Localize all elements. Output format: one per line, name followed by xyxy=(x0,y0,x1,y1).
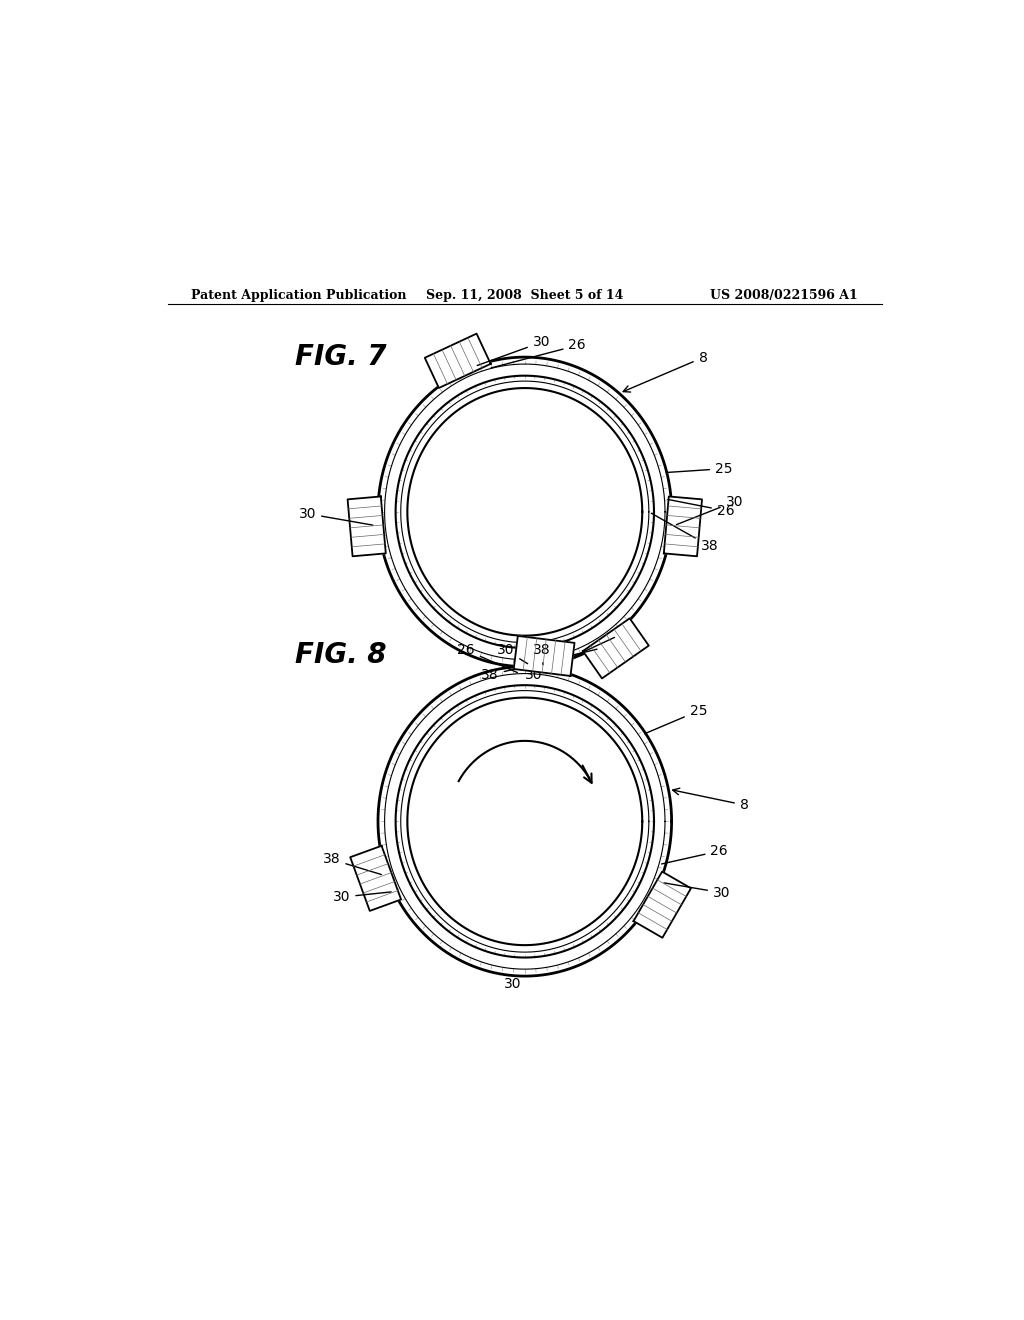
Polygon shape xyxy=(350,846,401,911)
Polygon shape xyxy=(583,618,649,678)
Text: 25: 25 xyxy=(645,704,708,734)
Text: Sep. 11, 2008  Sheet 5 of 14: Sep. 11, 2008 Sheet 5 of 14 xyxy=(426,289,624,302)
Text: Patent Application Publication: Patent Application Publication xyxy=(191,289,407,302)
Text: 26: 26 xyxy=(662,843,728,865)
Text: 38: 38 xyxy=(532,643,550,665)
Text: 30: 30 xyxy=(504,975,524,991)
Text: 30: 30 xyxy=(664,883,730,900)
Text: 30: 30 xyxy=(299,507,373,525)
Polygon shape xyxy=(425,334,490,388)
Text: US 2008/0221596 A1: US 2008/0221596 A1 xyxy=(711,289,858,302)
Polygon shape xyxy=(347,496,386,556)
Polygon shape xyxy=(634,871,691,937)
Polygon shape xyxy=(664,496,702,556)
Text: 30: 30 xyxy=(497,643,527,664)
Text: 38: 38 xyxy=(323,853,381,875)
Text: 26: 26 xyxy=(458,643,517,673)
Text: 8: 8 xyxy=(673,788,749,812)
Text: 26: 26 xyxy=(492,338,586,368)
Text: 38: 38 xyxy=(481,649,597,682)
Text: 30: 30 xyxy=(524,638,614,682)
Text: 26: 26 xyxy=(668,499,734,517)
Polygon shape xyxy=(514,636,574,676)
Text: 30: 30 xyxy=(333,890,391,904)
Text: 30: 30 xyxy=(477,335,550,366)
Text: FIG. 8: FIG. 8 xyxy=(295,640,386,669)
Text: 25: 25 xyxy=(667,462,732,475)
Text: 30: 30 xyxy=(677,495,743,524)
Text: 8: 8 xyxy=(624,351,708,392)
Text: FIG. 7: FIG. 7 xyxy=(295,343,386,371)
Text: 38: 38 xyxy=(651,513,718,553)
